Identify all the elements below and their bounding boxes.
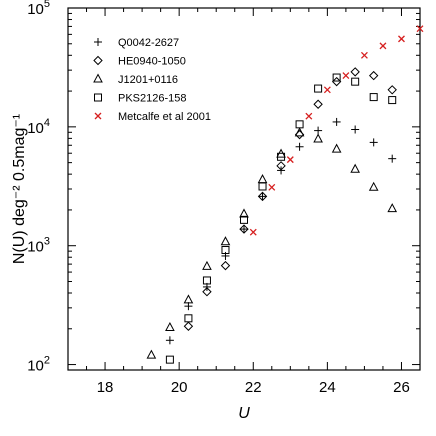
data-point-metcalfe-et-al-2001 <box>286 156 294 164</box>
data-point-q0042-2627 <box>258 192 267 201</box>
data-point-q0042-2627 <box>332 117 341 126</box>
data-point-j1201-0116 <box>220 236 231 246</box>
data-point-pks2126-158 <box>277 152 286 161</box>
data-point-q0042-2627 <box>295 142 304 151</box>
legend-marker-j1201-0116 <box>93 73 103 83</box>
data-point-he0940-1050 <box>368 70 379 81</box>
data-point-he0940-1050 <box>220 260 231 271</box>
legend-marker-metcalfe-et-al-2001 <box>94 112 102 120</box>
data-point-q0042-2627 <box>388 154 397 163</box>
data-point-j1201-0116 <box>350 163 360 173</box>
data-point-pks2126-158 <box>240 215 248 224</box>
data-point-pks2126-158 <box>202 276 211 285</box>
legend-label-j1201-0116: J1201+0116 <box>118 74 178 86</box>
data-point-q0042-2627 <box>351 125 360 134</box>
data-point-j1201-0116 <box>257 174 268 184</box>
data-point-he0940-1050 <box>257 191 268 202</box>
data-point-he0940-1050 <box>387 85 397 95</box>
data-point-j1201-0116 <box>183 294 194 304</box>
data-point-metcalfe-et-al-2001 <box>342 72 350 80</box>
data-point-he0940-1050 <box>239 224 249 234</box>
y-tick-label: 105 <box>27 0 50 18</box>
data-point-he0940-1050 <box>331 76 342 87</box>
data-point-j1201-0116 <box>313 133 323 143</box>
data-point-he0940-1050 <box>183 321 194 331</box>
data-point-j1201-0116 <box>368 181 379 191</box>
data-point-q0042-2627 <box>314 126 323 135</box>
legend-label-q0042-2627: Q0042-2627 <box>118 37 179 49</box>
data-point-pks2126-158 <box>388 96 397 105</box>
data-point-metcalfe-et-al-2001 <box>379 42 387 50</box>
data-point-q0042-2627 <box>369 138 378 147</box>
data-point-metcalfe-et-al-2001 <box>416 25 424 33</box>
data-point-pks2126-158 <box>258 182 267 191</box>
legend-label-he0940-1050: HE0940-1050 <box>118 56 186 68</box>
x-tick-label: 20 <box>171 379 188 396</box>
x-axis-title: U <box>238 405 250 422</box>
legend-label-metcalfe-et-al-2001: Metcalfe et al 2001 <box>118 111 211 123</box>
x-tick-label: 26 <box>393 379 410 396</box>
data-point-pks2126-158 <box>332 73 341 82</box>
data-point-he0940-1050 <box>202 287 212 297</box>
data-point-metcalfe-et-al-2001 <box>360 51 368 59</box>
legend-label-pks2126-158: PKS2126-158 <box>118 93 187 105</box>
data-point-metcalfe-et-al-2001 <box>305 112 313 120</box>
y-tick-label: 103 <box>27 236 50 256</box>
data-point-pks2126-158 <box>165 355 174 364</box>
y-tick-label: 104 <box>27 117 50 137</box>
data-point-pks2126-158 <box>221 246 230 255</box>
x-tick-label: 24 <box>319 379 336 396</box>
data-point-q0042-2627 <box>165 336 174 345</box>
data-point-metcalfe-et-al-2001 <box>323 86 331 94</box>
data-point-j1201-0116 <box>146 349 157 359</box>
legend-marker-q0042-2627 <box>94 38 102 46</box>
data-point-metcalfe-et-al-2001 <box>398 35 405 43</box>
data-point-metcalfe-et-al-2001 <box>268 183 276 191</box>
data-point-j1201-0116 <box>202 260 212 270</box>
data-point-pks2126-158 <box>295 120 304 129</box>
y-tick-label: 102 <box>27 355 50 375</box>
data-point-he0940-1050 <box>350 67 360 77</box>
data-point-pks2126-158 <box>351 77 360 86</box>
data-point-j1201-0116 <box>165 321 175 332</box>
data-point-j1201-0116 <box>239 208 249 218</box>
data-point-q0042-2627 <box>184 302 193 311</box>
y-axis-title: N(U) deg⁻² 0.5mag⁻¹ <box>11 114 28 264</box>
data-point-j1201-0116 <box>331 143 342 153</box>
x-tick-label: 22 <box>245 379 262 396</box>
data-point-pks2126-158 <box>184 314 193 323</box>
data-point-pks2126-158 <box>369 93 378 102</box>
data-point-metcalfe-et-al-2001 <box>249 228 257 236</box>
data-point-q0042-2627 <box>240 225 248 234</box>
legend-marker-he0940-1050 <box>93 55 103 66</box>
data-point-he0940-1050 <box>276 161 286 171</box>
data-point-he0940-1050 <box>313 99 323 109</box>
legend-marker-pks2126-158 <box>94 93 102 102</box>
data-point-j1201-0116 <box>294 127 305 137</box>
data-point-pks2126-158 <box>314 84 323 93</box>
x-tick-label: 18 <box>97 379 114 396</box>
data-point-j1201-0116 <box>387 203 398 213</box>
